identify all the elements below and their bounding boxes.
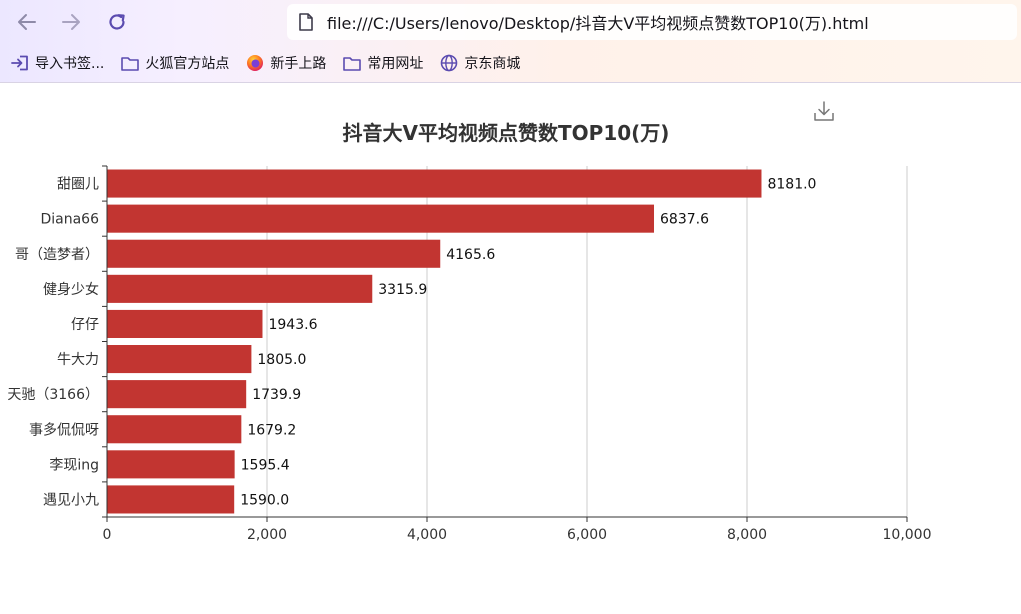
globe-icon <box>439 54 459 72</box>
x-tick-label: 8,000 <box>727 527 767 543</box>
x-tick-label: 2,000 <box>247 527 287 543</box>
bar <box>107 274 373 303</box>
data-label: 8181.0 <box>767 177 816 193</box>
forward-button[interactable] <box>56 8 86 36</box>
folder-icon <box>120 54 140 72</box>
address-bar[interactable]: file:///C:/Users/lenovo/Desktop/抖音大V平均视频… <box>287 4 1017 40</box>
x-tick-label: 6,000 <box>567 527 607 543</box>
x-tick-label: 0 <box>103 527 112 543</box>
data-label: 4165.6 <box>446 247 495 263</box>
url-text: file:///C:/Users/lenovo/Desktop/抖音大V平均视频… <box>327 14 869 33</box>
reload-icon <box>109 14 125 30</box>
reload-button[interactable] <box>102 8 132 36</box>
bar <box>107 345 252 374</box>
data-label: 6837.6 <box>660 212 709 228</box>
category-label: 遇见小九 <box>43 492 99 508</box>
bar <box>107 485 235 514</box>
import-icon <box>10 54 30 72</box>
bookmark-import[interactable]: 导入书签... <box>10 53 104 73</box>
bar <box>107 380 247 409</box>
x-tick-label: 10,000 <box>883 527 932 543</box>
bar <box>107 415 242 444</box>
bar <box>107 309 263 338</box>
bookmark-label: 火狐官方站点 <box>145 56 230 72</box>
data-label: 1679.2 <box>247 422 296 438</box>
bookmark-label: 新手上路 <box>270 56 327 72</box>
data-label: 3315.9 <box>378 282 427 298</box>
bar <box>107 450 235 479</box>
download-icon[interactable] <box>813 100 835 122</box>
category-label: Diana66 <box>40 212 99 228</box>
category-label: 天驰（3166） <box>7 387 99 403</box>
document-icon <box>297 13 315 31</box>
category-label: 牛大力 <box>57 352 99 368</box>
browser-chrome: file:///C:/Users/lenovo/Desktop/抖音大V平均视频… <box>0 0 1021 83</box>
arrow-right-icon <box>62 14 80 30</box>
data-label: 1590.0 <box>240 492 289 508</box>
category-label: 哥（造梦者） <box>15 247 99 263</box>
bookmark-label: 常用网址 <box>367 56 424 72</box>
category-label: 仔仔 <box>71 317 99 333</box>
data-label: 1739.9 <box>252 387 301 403</box>
bar <box>107 169 762 198</box>
category-label: 李现ing <box>49 457 99 473</box>
arrow-left-icon <box>18 14 36 30</box>
firefox-icon <box>245 54 265 72</box>
bookmark-label: 京东商城 <box>464 56 521 72</box>
bookmark-firefox-site[interactable]: 火狐官方站点 <box>120 53 229 73</box>
category-label: 事多侃侃呀 <box>29 421 99 438</box>
bookmark-common-sites[interactable]: 常用网址 <box>342 53 423 73</box>
bar <box>107 239 441 268</box>
folder-icon <box>342 54 362 72</box>
x-tick-label: 4,000 <box>407 527 447 543</box>
bookmark-jd-mall[interactable]: 京东商城 <box>439 53 520 73</box>
data-label: 1595.4 <box>241 457 290 473</box>
bookmark-label: 导入书签... <box>35 56 105 72</box>
bookmarks-toolbar: 导入书签... 火狐官方站点 <box>10 52 536 74</box>
category-label: 健身少女 <box>43 281 99 298</box>
back-button[interactable] <box>12 8 42 36</box>
bar <box>107 204 655 233</box>
data-label: 1805.0 <box>257 352 306 368</box>
bookmark-getting-started[interactable]: 新手上路 <box>245 53 326 73</box>
chart-title: 抖音大V平均视频点赞数TOP10(万) <box>342 121 670 145</box>
data-label: 1943.6 <box>268 317 317 333</box>
category-label: 甜圈儿 <box>57 177 99 193</box>
